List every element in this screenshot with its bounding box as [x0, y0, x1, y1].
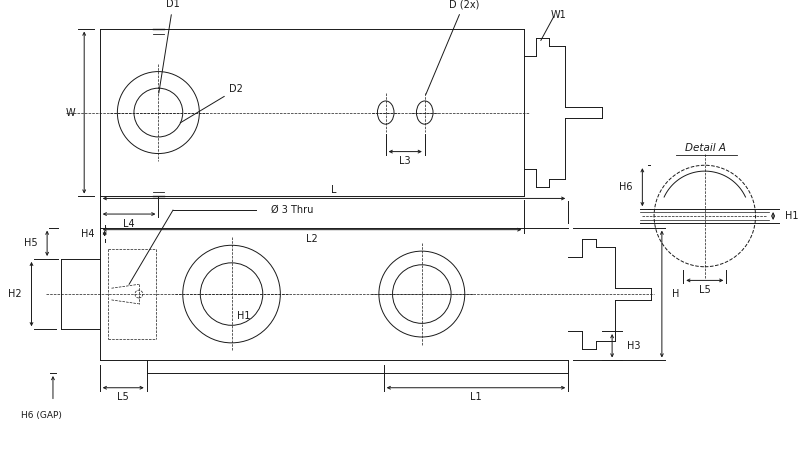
- Text: D2: D2: [180, 84, 243, 123]
- Text: H4: H4: [81, 229, 95, 239]
- Text: L: L: [331, 185, 336, 195]
- Text: H3: H3: [627, 341, 640, 351]
- Text: L1: L1: [470, 393, 482, 403]
- Text: L3: L3: [399, 156, 411, 166]
- Text: L5: L5: [118, 393, 129, 403]
- Text: D1: D1: [159, 0, 180, 93]
- Text: H: H: [671, 289, 679, 299]
- Text: W: W: [66, 108, 76, 118]
- Text: H6: H6: [619, 182, 633, 192]
- Text: H1: H1: [237, 311, 250, 321]
- Text: H1: H1: [785, 211, 799, 221]
- Text: L4: L4: [123, 219, 135, 229]
- Text: L5: L5: [699, 285, 711, 295]
- Text: L2: L2: [306, 234, 318, 245]
- Text: H5: H5: [23, 238, 37, 248]
- Text: Ø 3 Thru: Ø 3 Thru: [270, 205, 313, 215]
- Text: H2: H2: [8, 289, 22, 299]
- Text: H6 (GAP): H6 (GAP): [21, 410, 62, 420]
- Text: Detail A: Detail A: [685, 143, 726, 153]
- Text: W1: W1: [551, 10, 566, 20]
- Text: D (2x): D (2x): [426, 0, 479, 94]
